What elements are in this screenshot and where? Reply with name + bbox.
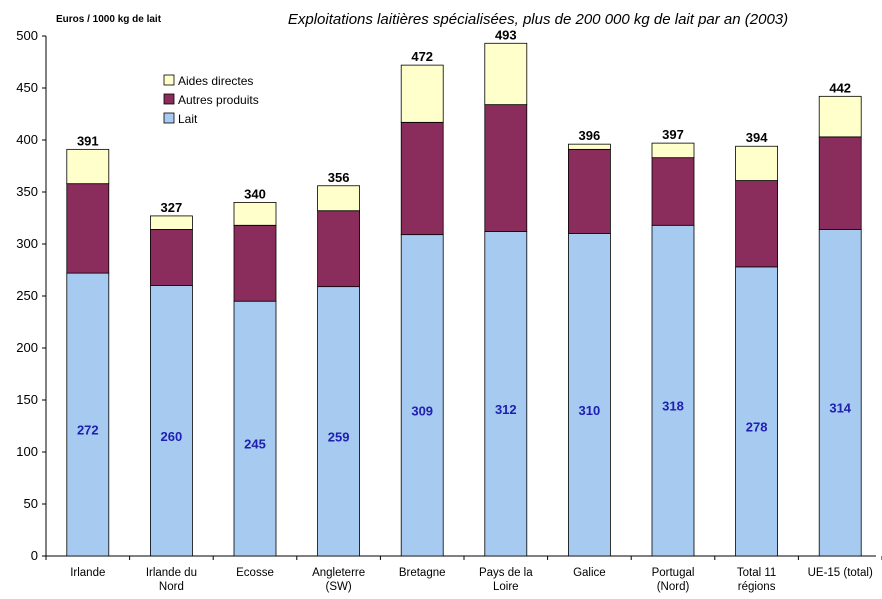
bar-total-label: 442	[829, 80, 851, 95]
bar-segment-lait	[651, 224, 695, 557]
x-tick-label-line: Galice	[573, 567, 606, 579]
bar-segment-autres-produits	[818, 136, 862, 230]
bar-value-label-lait: 309	[411, 403, 433, 418]
x-tick-label-line: Ecosse	[236, 567, 274, 579]
bar-segment-aides-directes	[66, 148, 110, 185]
bar-total-label: 397	[662, 127, 684, 142]
bar-segment-aides-directes	[233, 201, 277, 226]
bar-total-label: 493	[495, 27, 517, 42]
y-tick-label: 200	[16, 340, 38, 355]
bar-segment-aides-directes	[818, 95, 862, 138]
x-tick-label-line: Bretagne	[399, 567, 446, 579]
bar-value-label-lait: 259	[328, 429, 350, 444]
x-tick-label-line: Total 11	[737, 567, 776, 579]
x-tick-label: Pays de la Loire	[479, 567, 533, 593]
bar-total-label: 340	[244, 186, 266, 201]
x-tick-label: Galice	[573, 567, 606, 579]
bar-total-label: 472	[411, 49, 433, 64]
y-tick-label: 400	[16, 132, 38, 147]
bar-segment-autres-produits	[568, 148, 611, 234]
bar-segment-autres-produits	[651, 157, 695, 226]
x-tick-label-line: (SW)	[326, 581, 352, 593]
x-tick-label: Irlande	[70, 567, 105, 579]
x-tick-label-line: Irlande du	[146, 567, 197, 579]
x-tick-label: Portugal (Nord)	[652, 567, 695, 593]
legend-swatch-autres-produits	[163, 93, 175, 105]
bar-segment-autres-produits	[233, 224, 277, 302]
legend-swatch-aides-directes	[163, 74, 175, 86]
bar-value-label-lait: 310	[579, 403, 601, 418]
bar-segment-lait	[568, 233, 611, 557]
x-tick-label-line: Irlande	[70, 567, 105, 579]
bar-segment-autres-produits	[735, 180, 778, 268]
legend-swatch-lait	[163, 112, 175, 124]
bar-segment-lait	[735, 266, 778, 557]
legend-label: Autres produits	[178, 93, 259, 107]
y-tick-label: 50	[24, 496, 38, 511]
legend-label: Aides directes	[178, 74, 253, 88]
bar-value-label-lait: 272	[77, 423, 99, 438]
x-tick-label: UE-15 (total)	[808, 567, 873, 579]
x-tick-label: Angleterre (SW)	[312, 567, 365, 593]
legend-label: Lait	[178, 112, 198, 126]
y-tick-label: 0	[31, 548, 38, 563]
x-axis: Irlande Irlande du Nord Ecosse Angleterre (SW…	[70, 567, 873, 593]
bar-segment-aides-directes	[735, 145, 778, 181]
x-tick-label: Bretagne	[399, 567, 446, 579]
x-tick-label-line: régions	[738, 581, 776, 593]
bar-segment-autres-produits	[66, 183, 110, 274]
bar-segment-lait	[233, 300, 277, 557]
bar-value-label-lait: 260	[161, 429, 183, 444]
bar-segment-autres-produits	[149, 229, 193, 287]
x-tick-label-line: (Nord)	[657, 581, 690, 593]
x-tick-label-line: Portugal	[652, 567, 695, 579]
x-tick-label: Ecosse	[236, 567, 274, 579]
x-tick-label-line: Loire	[493, 581, 519, 593]
y-tick-label: 100	[16, 444, 38, 459]
x-tick-label: Irlande du Nord	[146, 567, 197, 593]
bar-segment-aides-directes	[149, 215, 193, 230]
y-tick-label: 150	[16, 392, 38, 407]
bar-segment-autres-produits	[400, 121, 444, 236]
bar-value-label-lait: 314	[829, 401, 851, 416]
bar-segment-autres-produits	[317, 210, 361, 288]
bar-value-label-lait: 278	[746, 419, 768, 434]
y-tick-label: 300	[16, 236, 38, 251]
bar-segment-aides-directes	[400, 64, 444, 123]
y-axis: 0 50 100 150 200 250 300 350 400 450 500	[16, 28, 882, 563]
bar-segment-aides-directes	[568, 143, 611, 150]
bar-segment-lait	[317, 286, 361, 557]
y-tick-label: 250	[16, 288, 38, 303]
bar-segment-aides-directes	[317, 185, 361, 212]
bar-segment-lait	[149, 285, 193, 557]
bar-value-label-lait: 312	[495, 402, 517, 417]
y-tick-label: 450	[16, 80, 38, 95]
bar-total-label: 391	[77, 133, 99, 148]
bar-value-label-lait: 318	[662, 399, 684, 414]
bar-segment-lait	[818, 229, 862, 557]
bar-segment-lait	[66, 272, 110, 557]
bar-segment-lait	[400, 234, 444, 557]
bar-segment-aides-directes	[651, 142, 695, 159]
bar-segment-aides-directes	[484, 42, 528, 106]
bar-segment-lait	[484, 231, 528, 557]
bar-total-label: 327	[161, 200, 183, 215]
y-tick-label: 350	[16, 184, 38, 199]
bar-segment-autres-produits	[484, 104, 528, 232]
bar-total-label: 394	[746, 130, 768, 145]
plot-area: 272 391 260 327 245 340 259 356 309 472 312 493 310 3…	[66, 27, 862, 557]
bar-total-label: 356	[328, 170, 350, 185]
legend: Aides directes Autres produits Lait	[163, 74, 259, 126]
y-tick-label: 500	[16, 28, 38, 43]
x-tick-label-line: UE-15 (total)	[808, 567, 873, 579]
x-tick-label-line: Pays de la	[479, 567, 533, 579]
chart-title: Exploitations laitières spécialisées, pl…	[288, 11, 788, 28]
bar-value-label-lait: 245	[244, 437, 266, 452]
y-axis-label: Euros / 1000 kg de lait	[56, 14, 162, 25]
bar-total-label: 396	[579, 128, 601, 143]
x-tick-label-line: Angleterre	[312, 567, 365, 579]
x-tick-label: Total 11 régions	[737, 567, 776, 593]
x-tick-label-line: Nord	[159, 581, 184, 593]
